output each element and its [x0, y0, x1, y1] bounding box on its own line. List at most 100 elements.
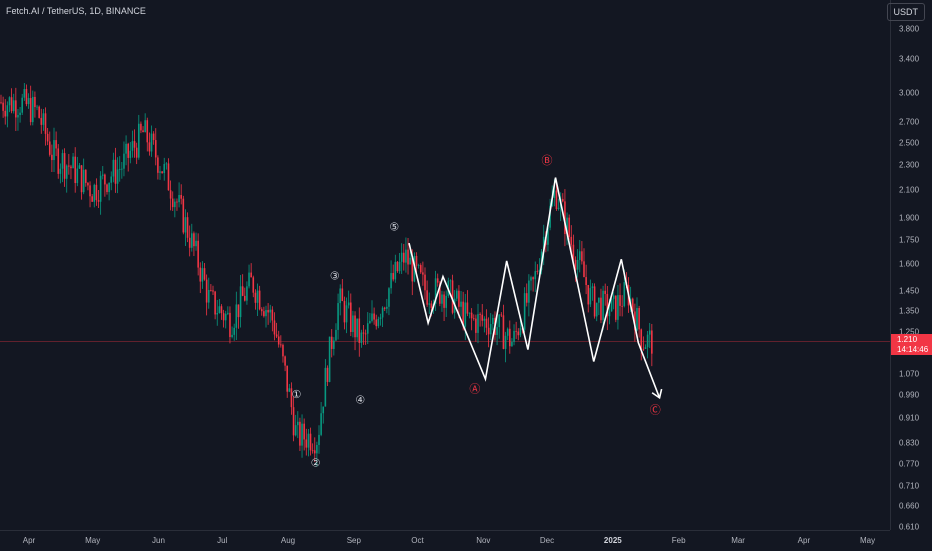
candle-body	[231, 334, 233, 338]
candle-body	[129, 150, 132, 158]
candle-body	[144, 120, 146, 133]
candle-body	[178, 194, 180, 203]
candle-body	[407, 249, 409, 265]
candle-body	[583, 261, 585, 278]
candle-body	[286, 365, 288, 392]
candle-body	[311, 450, 314, 452]
candle-body	[108, 182, 110, 193]
candle-body	[184, 217, 187, 233]
price-tick-label: 1.750	[899, 235, 920, 245]
candle-body	[118, 168, 121, 170]
candle-body	[169, 190, 172, 199]
price-tick-label: 1.070	[899, 369, 920, 379]
candle-body	[530, 277, 532, 281]
candle-body	[316, 444, 318, 454]
candle-body	[258, 290, 261, 310]
wave-path-line	[408, 177, 661, 399]
candle-body	[568, 217, 570, 237]
time-tick-label: Apr	[22, 536, 36, 545]
candle-body	[602, 290, 604, 321]
currency-button[interactable]: USDT	[886, 3, 925, 21]
last-price-tag: 1.210 14:14:46	[891, 334, 932, 355]
candle-body	[585, 277, 587, 286]
candle-body	[186, 217, 189, 238]
candle-body	[345, 305, 348, 323]
candle-body	[205, 279, 208, 303]
candle-body	[70, 166, 72, 169]
candle-body	[161, 171, 163, 174]
chart-area[interactable]: ① ② ③ ④ ⑤ Ⓐ Ⓑ Ⓒ Fetch.AI / TetherUS, 1D, BINANC…	[0, 0, 890, 530]
candle-body	[506, 328, 509, 336]
candle-body	[422, 272, 424, 275]
candle-body	[174, 201, 176, 208]
candle-body	[430, 303, 433, 308]
candle-body	[375, 319, 378, 327]
candle-body	[417, 265, 420, 266]
candle-body	[254, 292, 257, 303]
candle-body	[112, 159, 115, 177]
candle-body	[500, 314, 503, 316]
candle-body	[390, 273, 392, 289]
candle-body	[542, 236, 545, 252]
candle-body	[188, 237, 191, 248]
candle-body	[123, 153, 125, 169]
candle-body	[608, 311, 611, 317]
candle-body	[443, 294, 445, 308]
candle-body	[152, 133, 155, 141]
candle-body	[477, 314, 479, 333]
candle-body	[600, 297, 602, 321]
wave-lines-group	[408, 177, 663, 400]
candle-body	[271, 309, 274, 321]
candle-body	[362, 332, 365, 334]
wave-arrow-head	[651, 388, 663, 400]
candle-body	[233, 327, 235, 335]
candle-body	[95, 184, 98, 201]
candle-body	[61, 153, 64, 169]
candle-body	[301, 423, 303, 446]
candle-body	[464, 302, 467, 327]
candle-body	[32, 96, 34, 123]
candle-body	[8, 97, 11, 106]
candle-body	[373, 313, 375, 320]
candle-body	[135, 147, 138, 158]
time-tick-label: Jun	[152, 536, 165, 545]
time-tick-label: Apr	[797, 536, 811, 545]
candle-body	[2, 102, 4, 111]
candle-body	[339, 288, 341, 304]
candle-body	[350, 302, 352, 333]
time-scale[interactable]: Apr May Jun Jul Aug Sep Oct Nov Dec 2025 Feb Mar Apr…	[0, 530, 890, 551]
candle-body	[576, 259, 579, 270]
candle-body	[176, 201, 178, 203]
candle-body	[536, 271, 539, 272]
candle-body	[252, 277, 255, 293]
candle-body	[110, 176, 113, 183]
candle-body	[227, 312, 229, 314]
candle-body	[523, 293, 526, 330]
candle-body	[191, 233, 193, 248]
wave-label-wB: Ⓑ	[542, 154, 553, 167]
candle-body	[445, 295, 447, 308]
candle-body	[288, 388, 291, 392]
candle-body	[392, 273, 394, 280]
candle-body	[127, 143, 129, 158]
candle-body	[116, 169, 119, 184]
last-price-value: 1.210	[897, 335, 918, 344]
symbol-title: Fetch.AI / TetherUS, 1D, BINANCE	[6, 6, 146, 16]
candle-body	[326, 367, 329, 382]
chart-svg[interactable]: ① ② ③ ④ ⑤ Ⓐ Ⓑ Ⓒ	[0, 0, 890, 530]
candle-body	[532, 277, 534, 280]
candle-body	[15, 100, 17, 118]
candle-body	[148, 142, 151, 152]
candle-body	[631, 298, 634, 312]
candle-body	[472, 318, 475, 320]
candle-body	[492, 317, 494, 325]
candle-body	[381, 307, 384, 318]
candle-body	[403, 252, 405, 263]
candle-body	[562, 198, 564, 202]
candle-body	[44, 113, 47, 134]
price-scale[interactable]: USDT 3.800 3.400 3.000 2.700 2.500 2.300 2.100…	[886, 0, 932, 532]
candle-body	[487, 327, 490, 335]
candle-body	[40, 117, 43, 125]
price-tick-label: 0.770	[899, 459, 920, 469]
candle-body	[265, 310, 267, 317]
